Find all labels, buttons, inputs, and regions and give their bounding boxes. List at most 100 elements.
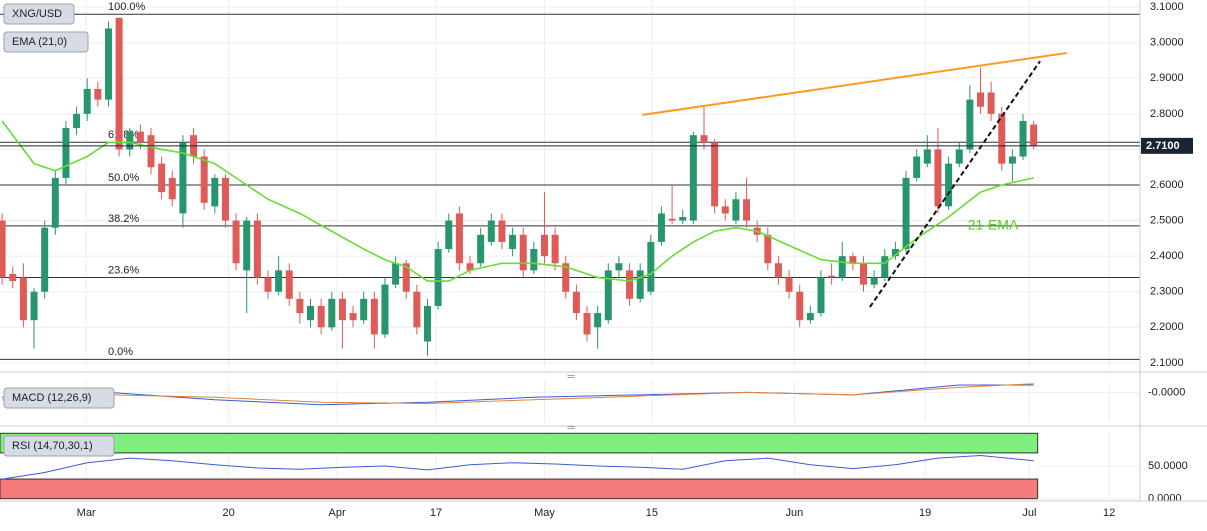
candle-body <box>307 305 315 321</box>
candle-body <box>976 92 984 107</box>
candle-body <box>104 28 112 100</box>
candle-body <box>689 135 697 221</box>
y-tick-label: 2.8000 <box>1150 108 1184 120</box>
candle-body <box>774 263 782 278</box>
candle-body <box>902 177 910 250</box>
candle-body <box>838 256 846 278</box>
candle-body <box>94 88 102 100</box>
resize-handle[interactable]: ═ <box>566 372 575 383</box>
last-price-box <box>1141 137 1193 154</box>
y-tick-label: 2.2000 <box>1150 321 1184 333</box>
candle-body <box>891 249 899 257</box>
candle-body <box>83 88 91 114</box>
x-tick-label: 15 <box>646 507 658 519</box>
candle-body <box>594 313 602 328</box>
candle-body <box>945 163 953 207</box>
candle-body <box>743 199 751 221</box>
oversold-zone <box>0 478 1039 500</box>
fib-label: 50.0% <box>108 172 139 184</box>
candle-body <box>381 284 389 335</box>
fib-label: 0.0% <box>108 346 133 358</box>
x-tick-label: 12 <box>1103 507 1115 519</box>
candle-body <box>530 249 538 271</box>
candle-body <box>828 275 836 278</box>
candle-body <box>30 291 38 321</box>
candle-body <box>126 131 134 150</box>
x-tick-label: 17 <box>430 507 442 519</box>
rsi-legend: RSI (14,70,30,1) <box>12 440 93 452</box>
candle-body <box>477 234 485 264</box>
candle-body <box>657 213 665 242</box>
last-price-label: 2.7100 <box>1146 140 1180 152</box>
candle-body <box>179 142 187 214</box>
macd-legend: MACD (12,26,9) <box>12 392 91 404</box>
y-tick-label: 2.9000 <box>1150 72 1184 84</box>
symbol-label-box <box>3 3 75 25</box>
candle-body <box>796 291 804 321</box>
candle-body <box>923 149 931 164</box>
candle-body <box>572 291 580 314</box>
resize-handle[interactable]: ═ <box>566 423 575 434</box>
candle-body <box>966 99 974 150</box>
candle-body <box>615 263 623 271</box>
candle-body <box>62 128 70 178</box>
candle-body <box>424 305 431 342</box>
candle-body <box>73 113 81 129</box>
annotation: 21-EMA <box>968 217 1019 233</box>
candle-body <box>9 273 17 282</box>
candle-body <box>806 313 814 321</box>
candle-body <box>455 213 463 264</box>
candle-body <box>466 263 474 271</box>
candle-body <box>583 313 591 335</box>
candle-body <box>211 177 219 207</box>
candle-body <box>296 298 304 314</box>
y-tick-label: 50.0000 <box>1148 460 1188 472</box>
candle-body <box>1030 124 1038 146</box>
candle-body <box>0 220 6 278</box>
trend-line <box>642 52 1067 116</box>
candle-body <box>700 135 708 143</box>
candle-body <box>360 298 368 321</box>
fib-label: 100.0% <box>108 1 146 13</box>
rsi-line <box>2 455 1034 480</box>
candle-body <box>445 220 453 250</box>
x-tick-label: Jun <box>786 507 804 519</box>
fib-label: 38.2% <box>108 213 139 225</box>
candle-body <box>402 263 410 292</box>
x-tick-label: May <box>534 507 555 519</box>
x-tick-label: 19 <box>919 507 931 519</box>
candle-body <box>434 249 442 306</box>
candle-body <box>115 17 123 150</box>
candle-body <box>881 256 889 278</box>
candle-body <box>275 270 283 292</box>
candle-body <box>41 227 49 292</box>
candle-body <box>519 234 527 271</box>
candle-body <box>221 177 229 221</box>
candle-body <box>998 113 1006 164</box>
candle-body <box>349 313 357 321</box>
candle-body <box>487 220 495 242</box>
x-tick-label: Apr <box>329 507 346 519</box>
candle-body <box>636 270 644 299</box>
candle-body <box>604 270 612 321</box>
candle-body <box>51 177 59 228</box>
candle-body <box>498 220 506 242</box>
overbought-zone <box>0 432 1039 454</box>
fib-label: 61.8% <box>108 129 139 141</box>
candle-body <box>264 277 272 292</box>
candle-body <box>626 270 634 299</box>
candle-body <box>19 277 27 321</box>
candle-body <box>370 298 378 335</box>
candle-body <box>338 298 346 321</box>
candle-body <box>509 234 517 250</box>
y-tick-label: 2.5000 <box>1150 214 1184 226</box>
candle-body <box>849 256 857 264</box>
candle-body <box>913 156 921 178</box>
ema-line <box>1 120 1034 282</box>
candle-body <box>147 135 155 168</box>
y-tick-label: -0.0000 <box>1148 386 1185 398</box>
candle-body <box>934 149 942 207</box>
candle-body <box>817 277 825 314</box>
candle-body <box>253 220 261 278</box>
